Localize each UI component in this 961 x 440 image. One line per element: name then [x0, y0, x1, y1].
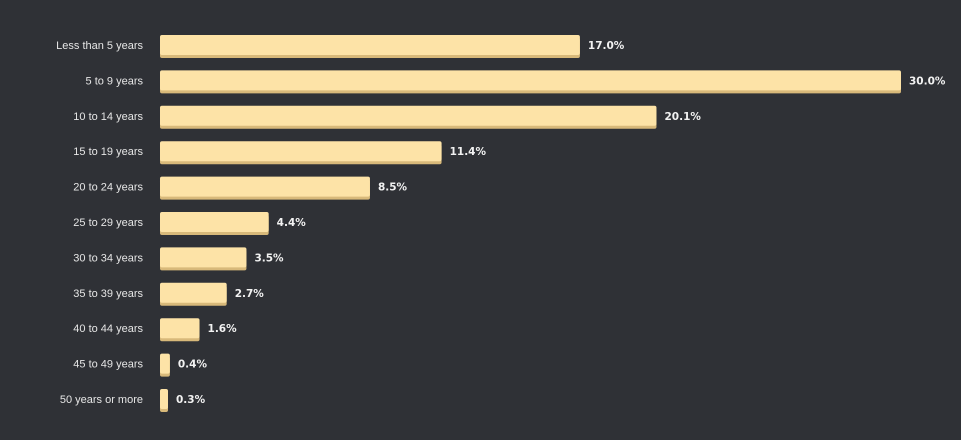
bars-layer: Less than 5 years 17.0% 5 to 9 years 30.0% 1…: [56, 35, 946, 412]
category-label: 40 to 44 years: [73, 323, 143, 335]
bar-row: 50 years or more 0.3%: [60, 389, 206, 412]
value-label: 3.5%: [254, 252, 284, 264]
bar-row: 5 to 9 years 30.0%: [86, 70, 946, 94]
category-label: Less than 5 years: [56, 40, 143, 52]
bar-row: 35 to 39 years 2.7%: [73, 282, 265, 306]
bar-row: 10 to 14 years 20.1%: [73, 105, 701, 129]
bar-row: 45 to 49 years 0.4%: [73, 353, 208, 377]
value-label: 20.1%: [664, 111, 701, 123]
category-label: 10 to 14 years: [73, 111, 143, 123]
category-label: 20 to 24 years: [73, 182, 143, 194]
value-label: 1.6%: [208, 323, 238, 335]
category-label: 50 years or more: [60, 394, 143, 406]
value-label: 2.7%: [235, 288, 265, 300]
category-label: 30 to 34 years: [73, 252, 143, 264]
value-label: 8.5%: [378, 182, 408, 194]
bar-row: 25 to 29 years 4.4%: [73, 212, 306, 235]
bar-row: 40 to 44 years 1.6%: [73, 318, 238, 342]
bar-row: 15 to 19 years 11.4%: [73, 141, 487, 165]
bar: [160, 353, 170, 374]
category-label: 45 to 49 years: [73, 359, 143, 371]
bar: [160, 70, 901, 91]
value-label: 30.0%: [909, 75, 946, 87]
bar: [160, 105, 657, 126]
bar: [160, 35, 580, 55]
bar: [160, 176, 370, 197]
bar: [160, 389, 168, 409]
value-label: 0.3%: [176, 394, 206, 406]
bar-row: Less than 5 years 17.0%: [56, 35, 625, 58]
bar: [160, 318, 200, 339]
category-label: 25 to 29 years: [73, 217, 143, 229]
value-label: 0.4%: [178, 359, 208, 371]
category-label: 5 to 9 years: [86, 75, 144, 87]
value-label: 11.4%: [450, 146, 487, 158]
value-label: 4.4%: [277, 217, 307, 229]
category-label: 15 to 19 years: [73, 146, 143, 158]
bar-row: 30 to 34 years 3.5%: [73, 247, 284, 271]
bar: [160, 212, 269, 232]
bar-row: 20 to 24 years 8.5%: [73, 176, 408, 200]
bar: [160, 141, 442, 162]
bar: [160, 282, 227, 303]
value-label: 17.0%: [588, 40, 625, 52]
category-label: 35 to 39 years: [73, 288, 143, 300]
bar: [160, 247, 247, 268]
